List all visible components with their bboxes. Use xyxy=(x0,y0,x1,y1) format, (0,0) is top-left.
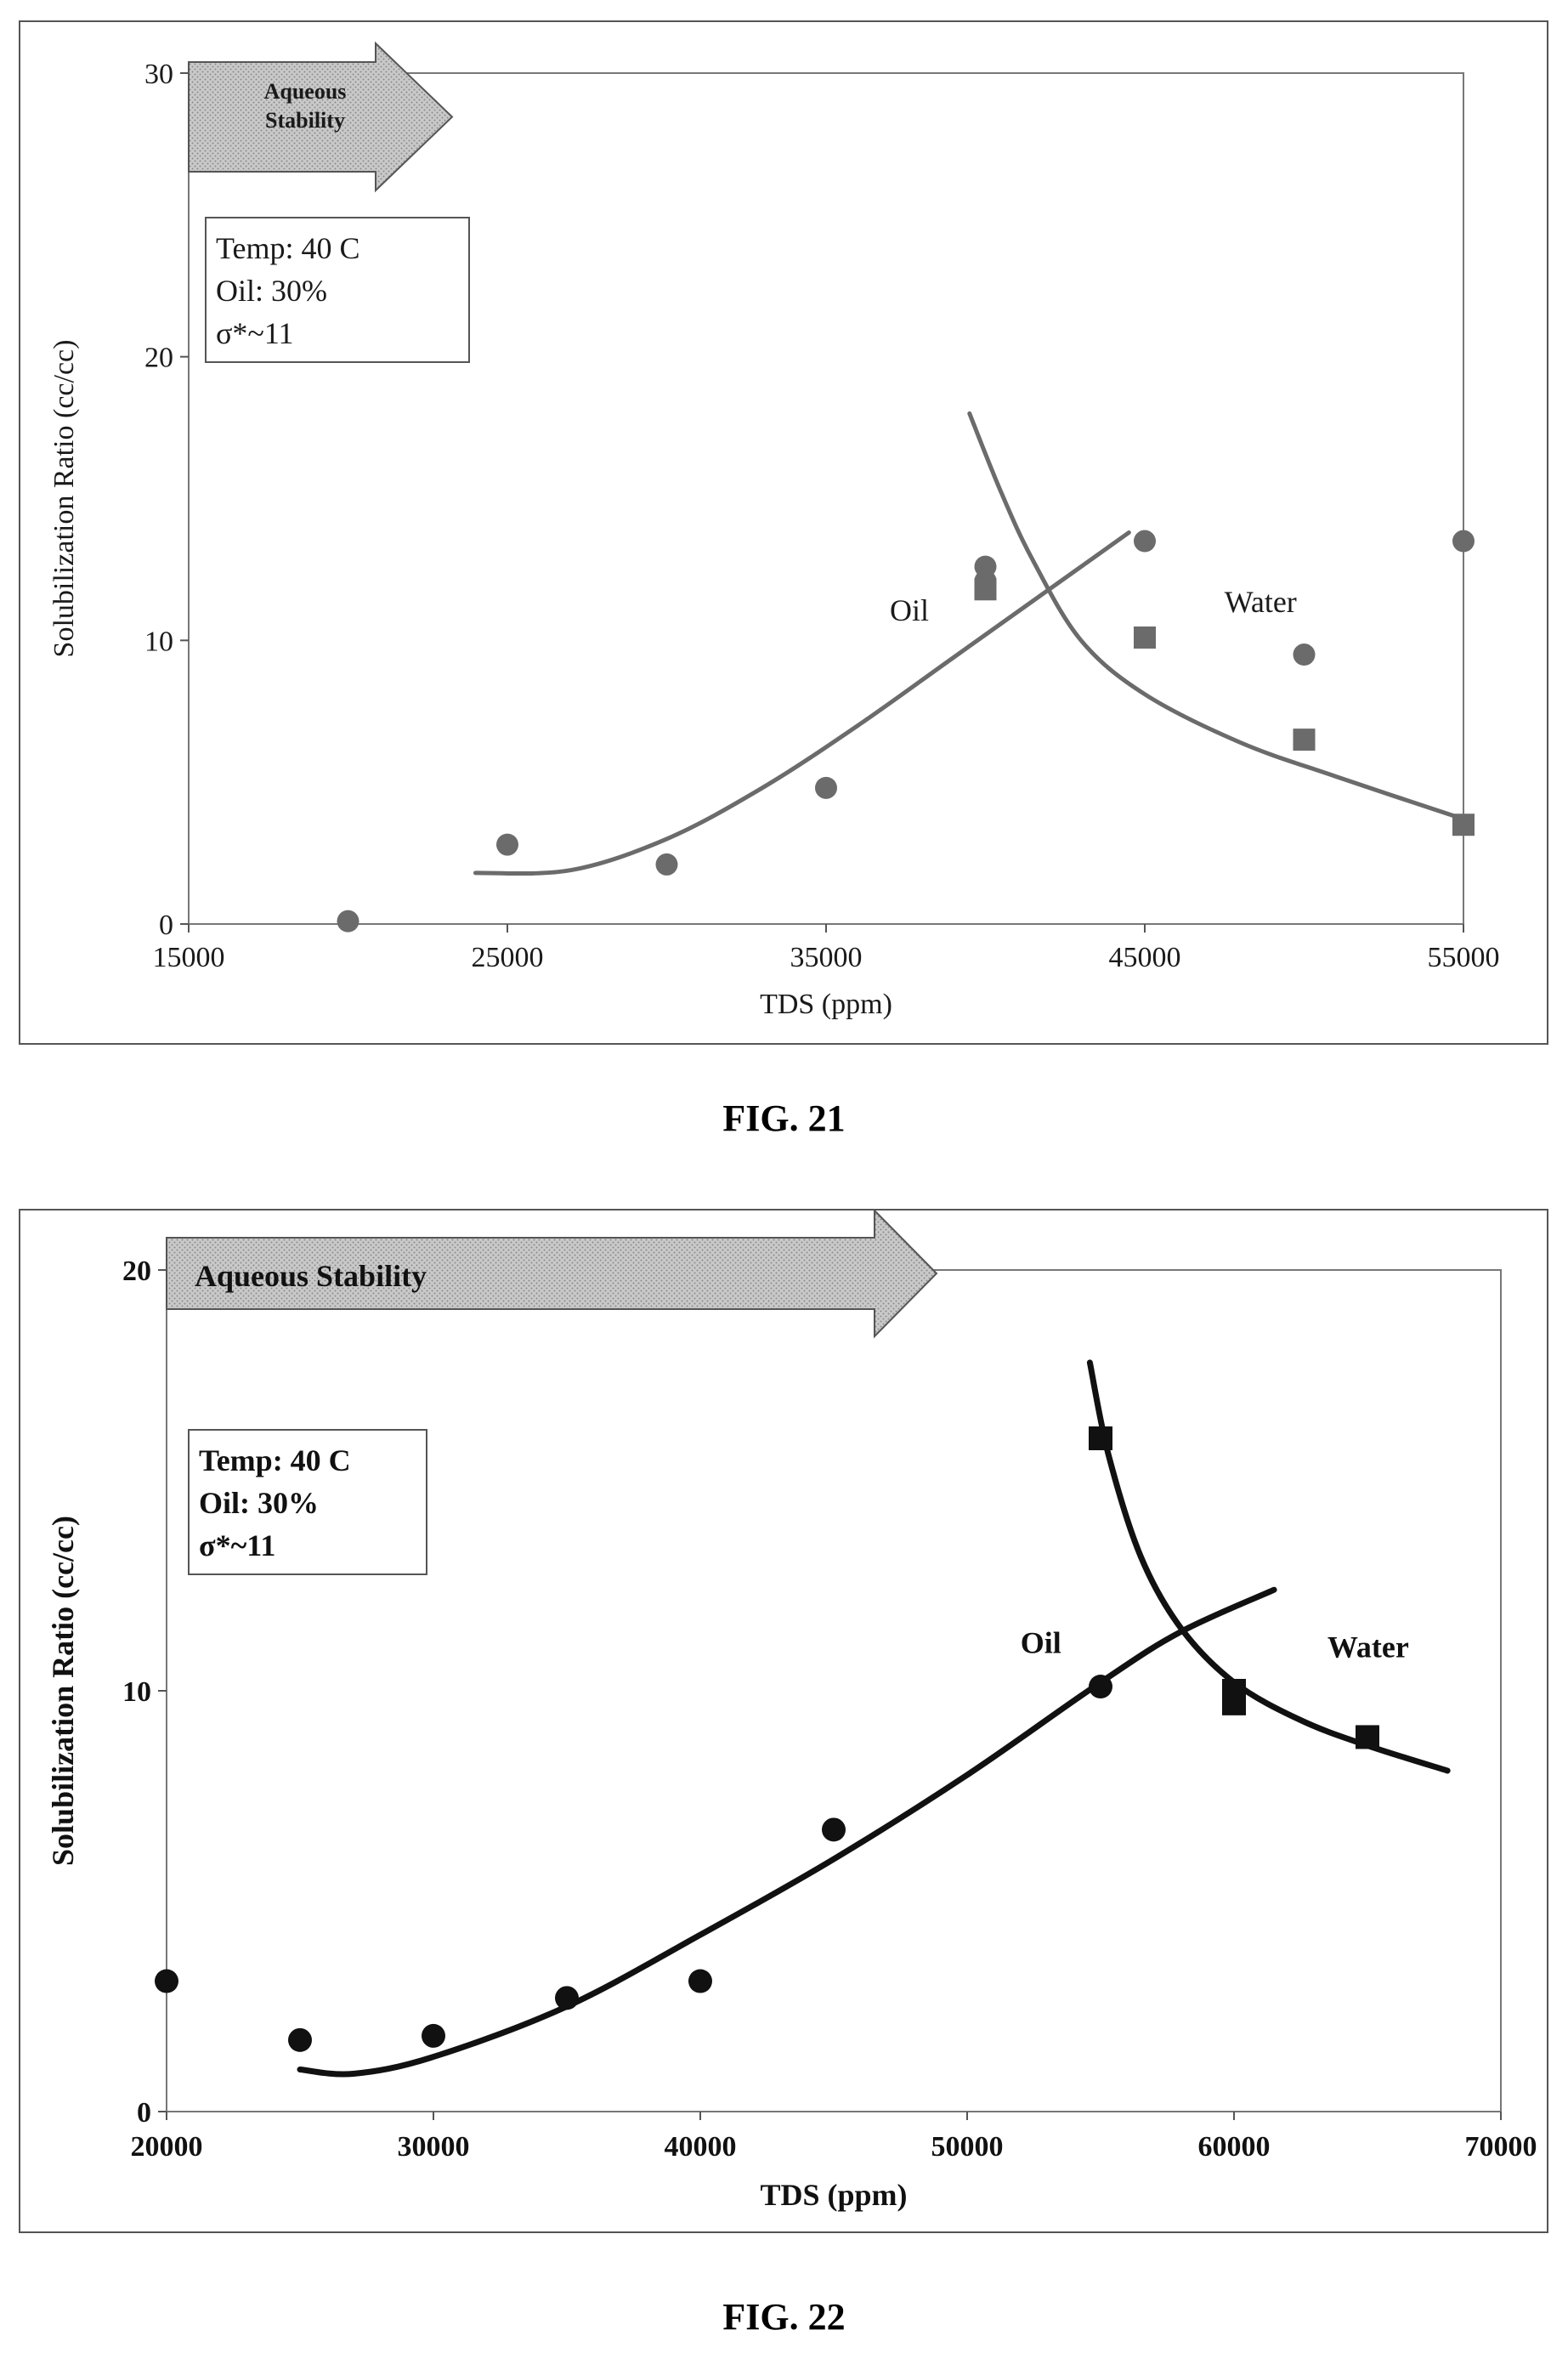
fig21-data-point-oil xyxy=(1134,530,1156,553)
fig22-data-point-water xyxy=(1356,1725,1379,1749)
fig22-data-point-oil xyxy=(822,1817,846,1842)
fig22-y-axis-title: Solubilization Ratio (cc/cc) xyxy=(46,1516,80,1866)
fig21-data-point-oil xyxy=(496,833,518,856)
fig21-x-axis-title: TDS (ppm) xyxy=(760,989,892,1020)
fig21-y-tick-label: 30 xyxy=(144,59,173,90)
fig21-data-point-oil xyxy=(1293,644,1316,666)
fig21-y-tick-label: 0 xyxy=(159,910,173,941)
fig22-data-point-oil xyxy=(422,2023,445,2048)
fig21-x-tick-label: 45000 xyxy=(1109,942,1181,973)
fig22-x-axis-title: TDS (ppm) xyxy=(760,2178,907,2212)
fig22-data-point-water xyxy=(1222,1691,1246,1715)
fig21-data-point-water xyxy=(1293,729,1316,751)
fig22-x-tick-label: 40000 xyxy=(665,2131,737,2163)
fig21-trend-curve-water xyxy=(967,411,1466,821)
fig21-x-tick-label: 35000 xyxy=(790,942,863,973)
fig22-trend-curve-oil xyxy=(297,1586,1277,2078)
fig22-x-tick-label: 30000 xyxy=(398,2131,470,2163)
fig22-info-line: Oil: 30% xyxy=(199,1486,319,1520)
fig22-data-point-oil xyxy=(688,1969,712,1993)
fig21-data-point-water xyxy=(1134,626,1156,649)
fig22-x-tick-label: 70000 xyxy=(1465,2131,1537,2163)
figure-22-caption: FIG. 22 xyxy=(722,2296,846,2338)
fig21-y-tick-label: 20 xyxy=(144,343,173,374)
fig21-info-box xyxy=(205,217,470,363)
fig22-y-tick-label: 0 xyxy=(137,2097,151,2129)
fig21-info-line: σ*~11 xyxy=(216,316,294,350)
fig22-x-tick-label: 20000 xyxy=(131,2131,203,2163)
fig21-data-point-water xyxy=(1452,814,1475,836)
fig21-info-line: Temp: 40 C xyxy=(216,231,359,265)
figure-22-frame: Aqueous Stability Temp: 40 C Oil: 30% σ*~11… xyxy=(19,1209,1548,2233)
fig21-data-point-oil xyxy=(655,853,678,876)
fig22-info-line: σ*~11 xyxy=(199,1528,275,1562)
fig21-info-line: Oil: 30% xyxy=(216,274,327,308)
fig21-y-axis-title: Solubilization Ratio (cc/cc) xyxy=(48,340,80,658)
fig22-info-line: Temp: 40 C xyxy=(199,1443,351,1477)
fig21-x-tick-label: 25000 xyxy=(472,942,544,973)
fig21-data-point-oil xyxy=(1452,530,1475,553)
fig22-data-point-oil xyxy=(155,1969,178,1993)
fig22-series-label-water: Water xyxy=(1327,1630,1409,1664)
figure-21-frame: Aqueous Stability Temp: 40 C Oil: 30% σ*~11 1… xyxy=(19,20,1548,1045)
fig21-x-tick-label: 55000 xyxy=(1428,942,1500,973)
fig22-y-tick-label: 10 xyxy=(122,1676,151,1708)
fig21-trend-curve-oil xyxy=(473,530,1131,876)
fig22-plot-area xyxy=(166,1269,1502,2112)
fig21-y-tick-label: 10 xyxy=(144,626,173,657)
fig21-arrow-label: Aqueous xyxy=(264,79,347,104)
fig22-arrow-label: Aqueous Stability xyxy=(195,1259,427,1293)
fig22-aqueous-stability-arrow xyxy=(166,1211,938,1339)
figure-21-caption: FIG. 21 xyxy=(722,1097,846,1139)
fig22-trend-curve-water xyxy=(1086,1359,1451,1774)
fig21-x-tick-label: 15000 xyxy=(153,942,225,973)
fig21-arrow-label: Stability xyxy=(265,108,345,133)
fig21-series-label-water: Water xyxy=(1225,585,1297,619)
fig21-aqueous-stability-arrow xyxy=(188,41,454,193)
fig21-series-label-oil: Oil xyxy=(890,593,929,627)
fig21-data-point-oil xyxy=(337,910,359,933)
fig21-data-point-water xyxy=(974,578,997,601)
figure-22-chart: Aqueous Stability Temp: 40 C Oil: 30% σ*~11… xyxy=(46,1211,1537,2212)
fig22-data-point-oil xyxy=(288,2027,312,2052)
fig22-y-tick-label: 20 xyxy=(122,1256,151,1287)
fig22-data-point-oil xyxy=(1089,1675,1112,1699)
fig22-x-tick-label: 50000 xyxy=(931,2131,1004,2163)
fig22-series-label-oil: Oil xyxy=(1021,1625,1061,1659)
figure-21-chart: Aqueous Stability Temp: 40 C Oil: 30% σ*~11 1… xyxy=(48,41,1500,1020)
fig22-data-point-water xyxy=(1089,1426,1112,1450)
fig22-x-tick-label: 60000 xyxy=(1198,2131,1271,2163)
fig22-data-point-oil xyxy=(555,1986,579,2010)
fig21-data-point-oil xyxy=(815,776,837,799)
fig22-info-box xyxy=(188,1429,427,1575)
